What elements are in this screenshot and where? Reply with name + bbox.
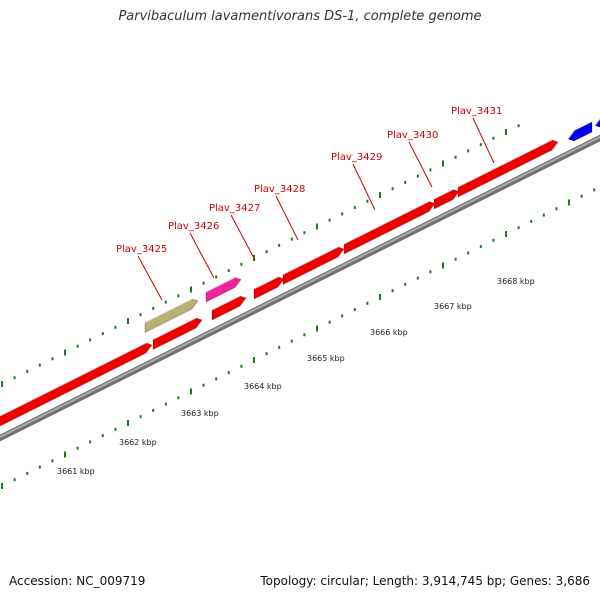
- position-label: 3664 kbp: [244, 382, 282, 391]
- gene-label[interactable]: Plav_3426: [168, 221, 219, 232]
- position-label: 3666 kbp: [370, 328, 408, 337]
- gene-label-leader-line: [275, 195, 299, 241]
- position-label: 3665 kbp: [307, 354, 345, 363]
- gene-arrow[interactable]: [282, 246, 345, 286]
- gene-arrow[interactable]: [0, 342, 153, 431]
- gene-label-group[interactable]: Plav_3427: [209, 203, 260, 261]
- gene-arrow[interactable]: [253, 276, 285, 300]
- pseudo-gene-arrow[interactable]: [144, 298, 199, 334]
- gene-label[interactable]: Plav_3430: [387, 130, 438, 141]
- position-label: 3668 kbp: [497, 277, 535, 286]
- gene-label-leader-line: [189, 232, 215, 279]
- other-feature-arrow[interactable]: [567, 121, 593, 142]
- gene-label-group[interactable]: Plav_3426: [168, 221, 219, 279]
- position-label: 3667 kbp: [434, 302, 472, 311]
- genome-summary-text: Topology: circular; Length: 3,914,745 bp…: [260, 574, 590, 588]
- gene-label-leader-line: [230, 214, 256, 261]
- backbone-layer: [0, 134, 600, 442]
- genes-layer: [0, 112, 600, 431]
- gene-label-group[interactable]: Plav_3429: [331, 152, 382, 211]
- gene-label[interactable]: Plav_3427: [209, 203, 260, 214]
- gene-label-group[interactable]: Plav_3425: [116, 244, 167, 301]
- gene-label-leader-line: [137, 255, 163, 301]
- tick-marks-layer: [1, 124, 596, 489]
- gene-label-leader-line: [352, 163, 376, 211]
- gene-labels-layer: Plav_3425 Plav_3426 Plav_3427 Plav_3428 Plav…: [116, 106, 502, 301]
- gene-label-leader-line: [408, 141, 433, 188]
- gene-label[interactable]: Plav_3429: [331, 152, 382, 163]
- other-feature-arrow[interactable]: [594, 112, 600, 128]
- gene-label[interactable]: Plav_3428: [254, 184, 305, 195]
- position-label: 3661 kbp: [57, 467, 95, 476]
- gene-arrow[interactable]: [457, 139, 559, 198]
- gene-label-leader-line: [472, 117, 495, 164]
- gene-arrow[interactable]: [433, 188, 460, 210]
- position-label: 3663 kbp: [181, 409, 219, 418]
- genome-backbone-highlight: [0, 135, 600, 439]
- position-labels-layer: 3661 kbp 3662 kbp 3663 kbp 3664 kbp 3665 kbp…: [57, 277, 535, 476]
- gene-label-group[interactable]: Plav_3430: [387, 130, 438, 188]
- gene-label[interactable]: Plav_3431: [451, 106, 502, 117]
- map-title: Parvibaculum lavamentivorans DS-1, compl…: [118, 9, 482, 24]
- position-label: 3662 kbp: [119, 438, 157, 447]
- gene-arrow[interactable]: [343, 200, 436, 255]
- gene-label[interactable]: Plav_3425: [116, 244, 167, 255]
- gene-label-group[interactable]: Plav_3431: [451, 106, 502, 164]
- accession-text: Accession: NC_009719: [9, 574, 146, 588]
- rna-gene-arrow[interactable]: [205, 276, 242, 303]
- gene-arrow[interactable]: [211, 295, 247, 321]
- gene-label-group[interactable]: Plav_3428: [254, 184, 305, 241]
- gene-arrow[interactable]: [152, 317, 203, 351]
